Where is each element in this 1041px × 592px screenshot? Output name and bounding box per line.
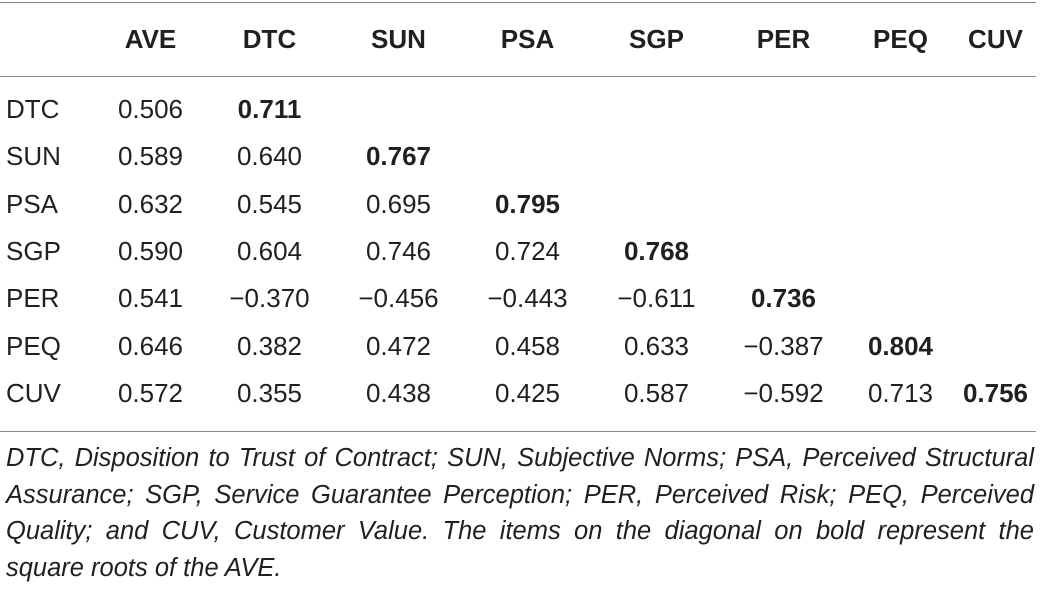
table-row: PSA 0.632 0.545 0.695 0.795 (0, 181, 1036, 228)
table-cell: 0.632 (117, 188, 184, 219)
table-cell: 0.633 (623, 330, 690, 361)
table-cell (846, 275, 955, 322)
diagonal-cell: 0.756 (962, 377, 1029, 408)
header-psa: PSA (500, 23, 555, 54)
diagonal-cell: 0.804 (867, 330, 934, 361)
header-ave: AVE (124, 23, 177, 54)
row-label: DTC (6, 94, 60, 125)
table-row: PER 0.541 −0.370 −0.456 −0.443 −0.611 0.736 (0, 275, 1036, 322)
table-cell: 0.640 (236, 141, 303, 172)
row-label: PSA (6, 188, 59, 219)
table-cell (846, 133, 955, 180)
table-cell: 0.713 (867, 377, 934, 408)
table-cell (955, 181, 1036, 228)
diagonal-cell: 0.736 (750, 283, 817, 314)
row-label: PEQ (6, 330, 61, 361)
table-cell (463, 133, 592, 180)
diagonal-cell: 0.767 (365, 141, 432, 172)
row-label: CUV (6, 377, 61, 408)
table-cell (721, 133, 846, 180)
table-cell (592, 181, 721, 228)
table-cell: 0.541 (117, 283, 184, 314)
table-cell: −0.456 (358, 283, 439, 314)
table-cell: 0.425 (494, 377, 561, 408)
diagonal-cell: 0.768 (623, 236, 690, 267)
header-cuv: CUV (968, 23, 1023, 54)
header-sgp: SGP (629, 23, 684, 54)
table-cell (955, 322, 1036, 369)
table-cell: 0.724 (494, 236, 561, 267)
table-cell (592, 133, 721, 180)
table-cell (846, 228, 955, 275)
table-cell: −0.443 (487, 283, 568, 314)
table-cell: 0.506 (117, 94, 184, 125)
table-row: PEQ 0.646 0.382 0.472 0.458 0.633 −0.387 0.804 (0, 322, 1036, 369)
table-cell: 0.545 (236, 188, 303, 219)
table-cell: 0.695 (365, 188, 432, 219)
table-row: SUN 0.589 0.640 0.767 (0, 133, 1036, 180)
table-cell (721, 181, 846, 228)
table-header-rule (0, 76, 1036, 77)
row-label: SGP (6, 236, 61, 267)
table-footnote: DTC, Disposition to Trust of Contract; S… (6, 444, 1034, 582)
table-body: DTC 0.506 0.711 SUN 0.589 0.640 0.767 PSA 0.632 0… (0, 78, 1036, 417)
table-cell: 0.382 (236, 330, 303, 361)
diagonal-cell: 0.711 (237, 94, 302, 125)
table-cell: 0.572 (117, 377, 184, 408)
table-row: CUV 0.572 0.355 0.438 0.425 0.587 −0.592 0.713 0… (0, 370, 1036, 417)
table-cell (955, 275, 1036, 322)
table-cell (846, 78, 955, 133)
table-cell: 0.438 (365, 377, 432, 408)
table-cell: −0.387 (743, 330, 824, 361)
header-sun: SUN (371, 23, 426, 54)
table-cell (955, 78, 1036, 133)
row-label: SUN (6, 141, 61, 172)
table-cell: 0.589 (117, 141, 184, 172)
table-cell: 0.604 (236, 236, 303, 267)
table-top-rule (0, 2, 1036, 3)
table-cell (721, 228, 846, 275)
header-dtc: DTC (242, 23, 297, 54)
table-cell: −0.592 (743, 377, 824, 408)
table-cell: −0.370 (229, 283, 310, 314)
table-header: AVE DTC SUN PSA SGP PER PEQ CUV (0, 0, 1036, 78)
table-cell (846, 181, 955, 228)
header-corner (0, 0, 96, 78)
table-cell: 0.646 (117, 330, 184, 361)
header-per: PER (756, 23, 811, 54)
table-cell: 0.587 (623, 377, 690, 408)
row-label: PER (6, 283, 60, 314)
table-cell (721, 78, 846, 133)
table-cell: 0.746 (365, 236, 432, 267)
table-row: DTC 0.506 0.711 (0, 78, 1036, 133)
table-cell: −0.611 (617, 283, 696, 314)
table-cell (955, 133, 1036, 180)
table-cell (955, 228, 1036, 275)
table-cell (463, 78, 592, 133)
diagonal-cell: 0.795 (494, 188, 561, 219)
header-row: AVE DTC SUN PSA SGP PER PEQ CUV (0, 0, 1036, 78)
table-cell (334, 78, 463, 133)
table-bottom-rule (0, 431, 1036, 432)
table-row: SGP 0.590 0.604 0.746 0.724 0.768 (0, 228, 1036, 275)
correlation-table: AVE DTC SUN PSA SGP PER PEQ CUV DTC 0.506… (0, 0, 1036, 417)
table-cell (592, 78, 721, 133)
table-cell: 0.355 (236, 377, 303, 408)
table-cell: 0.590 (117, 236, 184, 267)
table-cell: 0.458 (494, 330, 561, 361)
header-peq: PEQ (873, 23, 928, 54)
table-cell: 0.472 (365, 330, 432, 361)
